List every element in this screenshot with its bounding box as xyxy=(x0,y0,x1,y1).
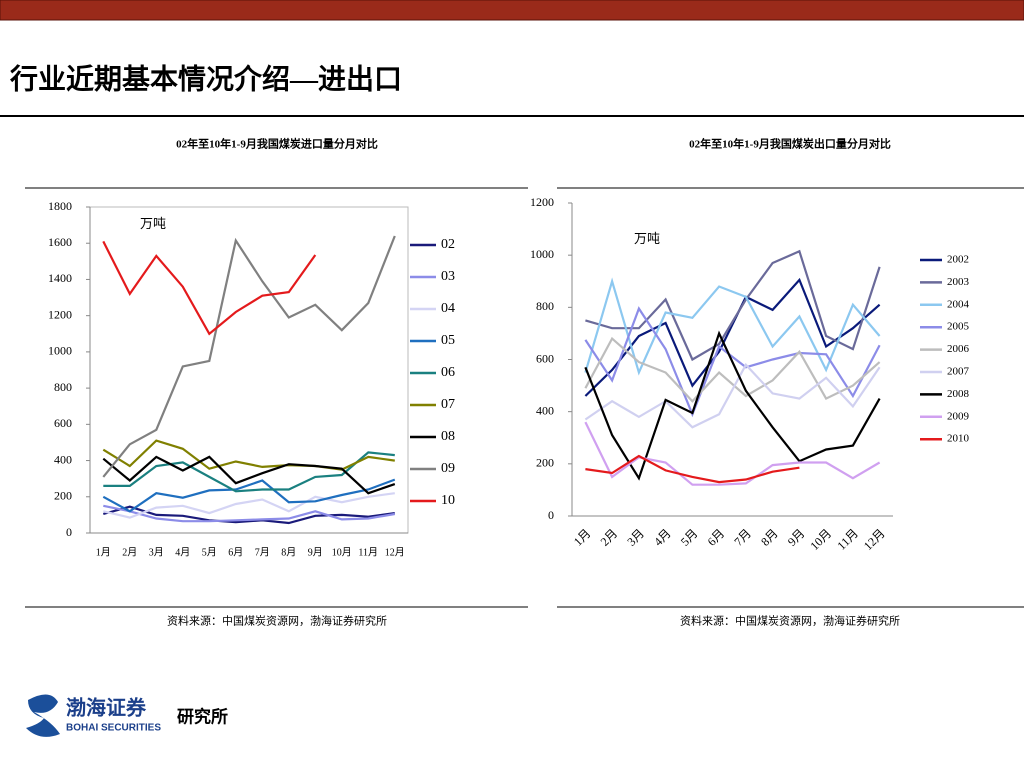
x-tick-label: 5月 xyxy=(202,546,217,558)
series-line xyxy=(102,235,396,478)
legend-label: 2007 xyxy=(947,366,970,378)
logo-en: BOHAI SECURITIES xyxy=(66,723,161,734)
legend-label: 04 xyxy=(441,301,455,316)
legend-label: 2006 xyxy=(947,343,970,355)
series-line xyxy=(584,336,881,403)
series-line xyxy=(584,362,881,429)
x-tick-label: 1月 xyxy=(96,546,111,558)
y-tick-label: 0 xyxy=(548,508,554,522)
x-tick-label: 8月 xyxy=(281,546,296,558)
legend-label: 2010 xyxy=(947,433,970,445)
x-tick-label: 12月 xyxy=(385,546,405,558)
y-tick-label: 400 xyxy=(536,403,554,417)
x-tick-label: 3月 xyxy=(149,546,164,558)
series-line xyxy=(102,439,395,471)
series-line xyxy=(584,421,881,486)
series-line xyxy=(585,249,881,362)
series-line xyxy=(584,277,881,376)
series-line xyxy=(103,505,395,525)
y-tick-label: 800 xyxy=(536,299,554,313)
legend-label: 02 xyxy=(441,237,455,252)
x-tick-label: 2月 xyxy=(122,546,137,558)
legend-label: 2008 xyxy=(947,388,970,400)
y-tick-label: 600 xyxy=(536,351,554,365)
x-tick-label: 11月 xyxy=(834,526,861,553)
source: 资料来源：中国煤炭资源网，渤海证券研究所 xyxy=(167,614,387,628)
x-tick-label: 10月 xyxy=(332,546,352,558)
x-tick-label: 2月 xyxy=(598,526,621,549)
series-line xyxy=(102,478,396,513)
legend-label: 2009 xyxy=(947,410,970,422)
series-line xyxy=(584,277,881,397)
x-tick-label: 9月 xyxy=(308,546,323,558)
legend-label: 2005 xyxy=(947,321,970,333)
y-tick-label: 0 xyxy=(66,525,72,539)
series-line xyxy=(585,454,800,484)
x-tick-label: 11月 xyxy=(358,546,378,558)
x-tick-label: 4月 xyxy=(175,546,190,558)
x-tick-label: 7月 xyxy=(255,546,270,558)
y-tick-label: 200 xyxy=(54,489,72,503)
y-tick-label: 1000 xyxy=(48,344,72,358)
unit-label: 万吨 xyxy=(634,231,660,246)
logo-mark xyxy=(26,694,60,737)
x-tick-label: 4月 xyxy=(651,526,674,549)
series-line xyxy=(584,330,881,481)
top-bar xyxy=(0,0,1024,21)
y-tick-label: 600 xyxy=(54,416,72,430)
y-tick-label: 1400 xyxy=(48,271,72,285)
legend-label: 05 xyxy=(441,333,455,348)
y-tick-label: 1600 xyxy=(48,235,72,249)
x-tick-label: 1月 xyxy=(571,526,594,549)
x-tick-label: 7月 xyxy=(731,526,754,549)
y-tick-label: 1000 xyxy=(530,247,554,261)
x-tick-label: 12月 xyxy=(861,526,888,553)
legend-label: 03 xyxy=(441,269,455,284)
y-tick-label: 1200 xyxy=(530,195,554,209)
y-tick-label: 800 xyxy=(54,380,72,394)
x-tick-label: 5月 xyxy=(678,526,701,549)
y-tick-label: 200 xyxy=(536,456,554,470)
chart-title: 02年至10年1-9月我国煤炭进口量分月对比 xyxy=(176,137,378,151)
series-line xyxy=(103,492,395,519)
legend-label: 07 xyxy=(441,397,455,412)
x-tick-label: 10月 xyxy=(807,526,834,553)
logo-dept: 研究所 xyxy=(177,706,228,726)
y-tick-label: 400 xyxy=(54,452,72,466)
series-line xyxy=(103,451,395,493)
series-line xyxy=(103,504,395,523)
y-tick-label: 1200 xyxy=(48,307,72,321)
source: 资料来源：中国煤炭资源网，渤海证券研究所 xyxy=(680,614,900,628)
x-tick-label: 9月 xyxy=(785,526,808,549)
unit-label: 万吨 xyxy=(140,216,166,231)
series-line xyxy=(102,455,396,495)
series-line xyxy=(102,240,317,336)
chart-title: 02年至10年1-9月我国煤炭出口量分月对比 xyxy=(689,137,891,151)
legend-label: 2002 xyxy=(947,254,969,266)
legend-label: 2003 xyxy=(947,276,970,288)
y-tick-label: 1800 xyxy=(48,199,72,213)
legend-label: 2004 xyxy=(947,298,970,310)
x-tick-label: 6月 xyxy=(228,546,243,558)
logo: 渤海证券 BOHAI SECURITIES 研究所 xyxy=(26,694,228,737)
legend-label: 09 xyxy=(441,461,455,476)
legend-label: 08 xyxy=(441,429,455,444)
logo-cn: 渤海证券 xyxy=(66,695,147,719)
series-line xyxy=(584,306,881,418)
x-tick-label: 8月 xyxy=(758,526,781,549)
x-tick-label: 6月 xyxy=(705,526,728,549)
legend-label: 10 xyxy=(441,493,455,508)
legend-label: 06 xyxy=(441,365,455,380)
x-tick-label: 3月 xyxy=(624,526,647,549)
slide-title: 行业近期基本情况介绍—进出口 xyxy=(9,62,402,95)
